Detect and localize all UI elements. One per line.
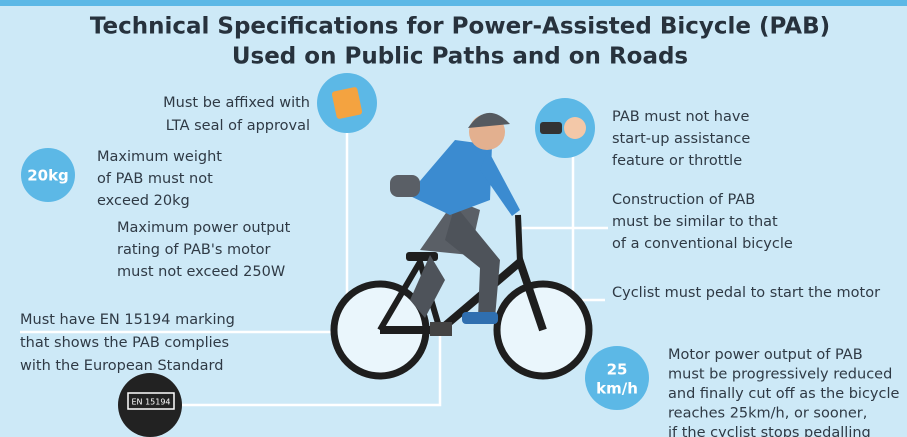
callout-text: if the cyclist stops pedalling: [668, 425, 871, 437]
callout-text: of a conventional bicycle: [612, 236, 793, 252]
callout-text: must be similar to that: [612, 214, 778, 230]
weight-label: 20kg: [27, 167, 69, 185]
hand: [564, 117, 586, 139]
callout-text: must be progressively reduced: [668, 367, 892, 383]
callout-text: Construction of PAB: [612, 192, 755, 208]
callout-text: feature or throttle: [612, 153, 742, 169]
callout-text: Maximum weight: [97, 149, 222, 165]
callout-text: Must have EN 15194 marking: [20, 312, 235, 328]
callout-text: Must be affixed with: [163, 95, 310, 111]
callout-text: Maximum power output: [117, 220, 291, 236]
speed-unit: km/h: [596, 380, 638, 398]
callout-text: Cyclist must pedal to start the motor: [612, 285, 880, 301]
callout-text: PAB must not have: [612, 109, 749, 125]
callout-text: rating of PAB's motor: [117, 242, 271, 258]
callout-text: of PAB must not: [97, 171, 213, 187]
callout-text: reaches 25km/h, or sooner,: [668, 406, 867, 422]
top-strip: [0, 0, 907, 6]
callout-text: must not exceed 250W: [117, 264, 285, 280]
callout-text: start-up assistance: [612, 131, 750, 147]
callout-text: with the European Standard: [20, 358, 223, 374]
callout-text: Motor power output of PAB: [668, 347, 863, 363]
marking-label: EN 15194: [131, 398, 170, 407]
callout-text: LTA seal of approval: [166, 118, 310, 134]
speed-value: 25: [607, 361, 628, 379]
callout-text: and finally cut off as the bicycle: [668, 386, 900, 402]
infographic: Technical Specifications for Power-Assis…: [0, 0, 907, 437]
callout-text: exceed 20kg: [97, 193, 190, 209]
callout-text: that shows the PAB complies: [20, 335, 229, 351]
title: Technical Specifications for Power-Assis…: [90, 14, 830, 40]
throttle-grip: [540, 122, 562, 134]
title: Used on Public Paths and on Roads: [232, 44, 688, 70]
